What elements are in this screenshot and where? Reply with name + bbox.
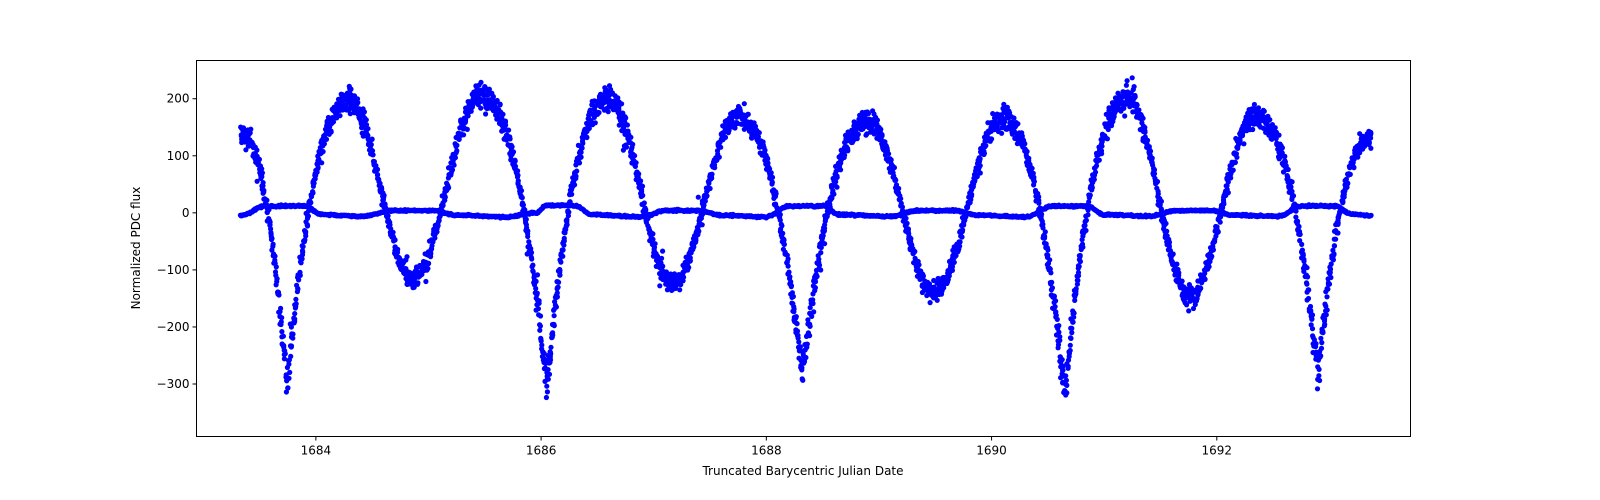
y-tick-label: 200	[167, 92, 190, 106]
x-tick-label: 1688	[751, 444, 782, 458]
x-axis-ticks: 1684 1686 1688 1690 1692	[301, 436, 1233, 458]
x-axis-label: Truncated Barycentric Julian Date	[701, 464, 903, 478]
y-axis-ticks: −300 −200 −100 0 100 200	[157, 92, 197, 391]
x-tick-label: 1692	[1202, 444, 1233, 458]
y-tick-label: 0	[182, 206, 190, 220]
axes-frame	[196, 60, 1411, 437]
y-axis-label: Normalized PDC flux	[129, 187, 143, 310]
y-tick-label: −100	[157, 263, 190, 277]
y-tick-label: 100	[167, 149, 190, 163]
y-tick-label: −300	[157, 377, 190, 391]
scatter-points	[237, 75, 1374, 401]
y-tick-label: −200	[157, 320, 190, 334]
x-tick-label: 1690	[976, 444, 1007, 458]
x-tick-label: 1684	[301, 444, 332, 458]
x-tick-label: 1686	[526, 444, 557, 458]
